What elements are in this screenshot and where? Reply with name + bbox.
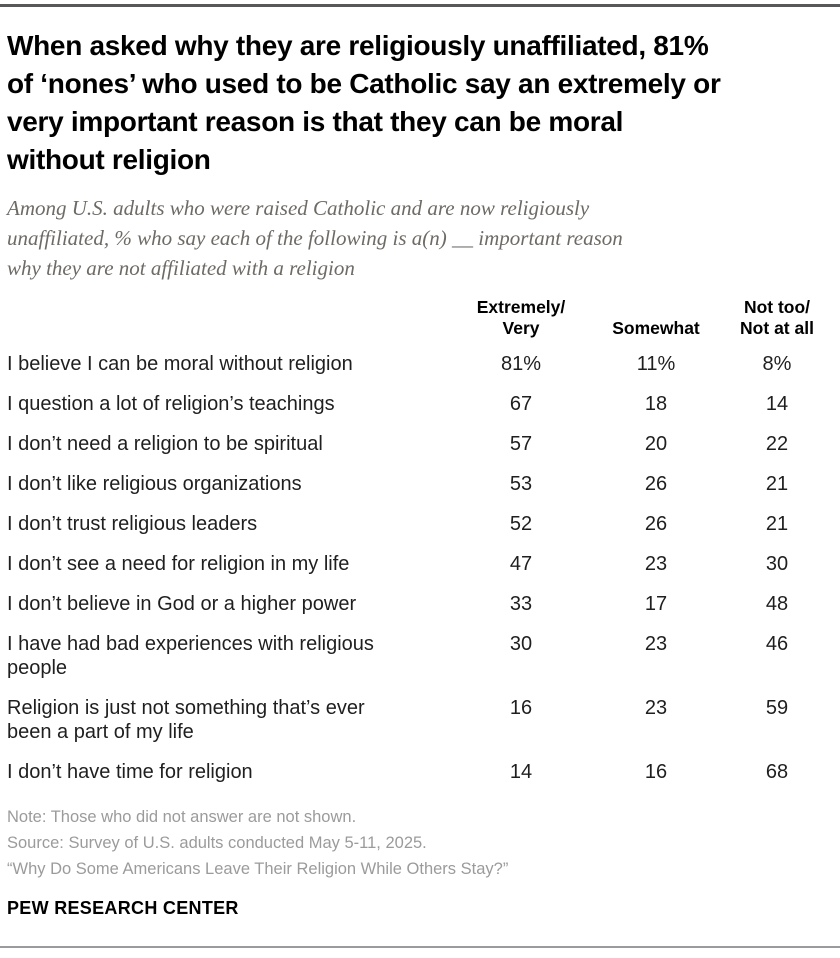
col-header-somewhat: Somewhat bbox=[591, 297, 721, 344]
col-header-line: Extremely/ bbox=[476, 297, 566, 317]
table-row: I don’t like religious organizations 53 … bbox=[7, 464, 833, 504]
col-header-line: Somewhat bbox=[612, 318, 700, 338]
row-label: I believe I can be moral without religio… bbox=[7, 353, 353, 375]
row-label: I don’t like religious organizations bbox=[7, 473, 302, 495]
value-not-too: 14 bbox=[765, 393, 789, 415]
value-extremely-very: 14 bbox=[509, 761, 533, 783]
value-extremely-very: 33 bbox=[509, 593, 533, 615]
col-header-line: Not too/ bbox=[743, 297, 811, 317]
header-row: Extremely/ Very Somewhat Not too/ Not at… bbox=[7, 297, 833, 344]
data-table: Extremely/ Very Somewhat Not too/ Not at… bbox=[7, 297, 833, 792]
report-title-line: “Why Do Some Americans Leave Their Relig… bbox=[7, 860, 509, 878]
row-label: I question a lot of religion’s teachings bbox=[7, 393, 335, 415]
row-label: I don’t have time for religion bbox=[7, 761, 253, 783]
table-row: I don’t have time for religion 14 16 68 bbox=[7, 752, 833, 792]
value-somewhat: 18 bbox=[644, 393, 668, 415]
value-somewhat: 23 bbox=[644, 697, 668, 719]
table-row: I have had bad experiences with religiou… bbox=[7, 624, 833, 688]
value-somewhat: 16 bbox=[644, 761, 668, 783]
value-not-too: 8% bbox=[762, 353, 792, 375]
col-header-line: Very bbox=[502, 318, 540, 338]
col-header-extremely-very: Extremely/ Very bbox=[451, 297, 591, 344]
value-somewhat: 11% bbox=[636, 353, 676, 375]
value-somewhat: 20 bbox=[644, 433, 668, 455]
table-row: Religion is just not something that’s ev… bbox=[7, 688, 833, 752]
value-not-too: 46 bbox=[765, 633, 789, 655]
row-label: I have had bad experiences with religiou… bbox=[7, 633, 374, 679]
value-not-too: 30 bbox=[765, 553, 789, 575]
row-label: I don’t trust religious leaders bbox=[7, 513, 258, 535]
pew-research-center-wordmark: PEW RESEARCH CENTER bbox=[7, 898, 239, 918]
bottom-rule bbox=[0, 946, 840, 948]
table-row: I don’t see a need for religion in my li… bbox=[7, 544, 833, 584]
chart-content: When asked why they are religiously unaf… bbox=[7, 30, 833, 918]
note-line: Note: Those who did not answer are not s… bbox=[7, 808, 357, 826]
value-somewhat: 17 bbox=[644, 593, 668, 615]
value-somewhat: 23 bbox=[644, 633, 668, 655]
value-extremely-very: 81% bbox=[500, 353, 542, 375]
table-row: I don’t need a religion to be spiritual … bbox=[7, 424, 833, 464]
table-row: I don’t trust religious leaders 52 26 21 bbox=[7, 504, 833, 544]
row-label: I don’t see a need for religion in my li… bbox=[7, 553, 350, 575]
col-header-not-too: Not too/ Not at all bbox=[721, 297, 833, 344]
value-somewhat: 26 bbox=[644, 473, 668, 495]
corner-cell bbox=[7, 297, 451, 344]
value-not-too: 48 bbox=[765, 593, 789, 615]
value-not-too: 68 bbox=[765, 761, 789, 783]
row-label: I don’t believe in God or a higher power bbox=[7, 593, 357, 615]
value-not-too: 59 bbox=[765, 697, 789, 719]
value-somewhat: 26 bbox=[644, 513, 668, 535]
top-rule bbox=[0, 4, 840, 7]
value-not-too: 21 bbox=[765, 513, 789, 535]
table-row: I believe I can be moral without religio… bbox=[7, 344, 833, 384]
footer-notes: Note: Those who did not answer are not s… bbox=[7, 804, 833, 882]
value-extremely-very: 30 bbox=[509, 633, 533, 655]
value-extremely-very: 53 bbox=[509, 473, 533, 495]
table-row: I don’t believe in God or a higher power… bbox=[7, 584, 833, 624]
value-extremely-very: 16 bbox=[509, 697, 533, 719]
row-label: Religion is just not something that’s ev… bbox=[7, 697, 365, 743]
value-extremely-very: 52 bbox=[509, 513, 533, 535]
source-line: Source: Survey of U.S. adults conducted … bbox=[7, 834, 427, 852]
value-not-too: 22 bbox=[765, 433, 789, 455]
value-extremely-very: 47 bbox=[509, 553, 533, 575]
chart-subtitle: Among U.S. adults who were raised Cathol… bbox=[7, 196, 623, 280]
chart-title: When asked why they are religiously unaf… bbox=[7, 30, 721, 175]
value-extremely-very: 57 bbox=[509, 433, 533, 455]
col-header-line: Not at all bbox=[740, 318, 814, 338]
value-not-too: 21 bbox=[765, 473, 789, 495]
value-somewhat: 23 bbox=[644, 553, 668, 575]
row-label: I don’t need a religion to be spiritual bbox=[7, 433, 323, 455]
table-row: I question a lot of religion’s teachings… bbox=[7, 384, 833, 424]
value-extremely-very: 67 bbox=[509, 393, 533, 415]
